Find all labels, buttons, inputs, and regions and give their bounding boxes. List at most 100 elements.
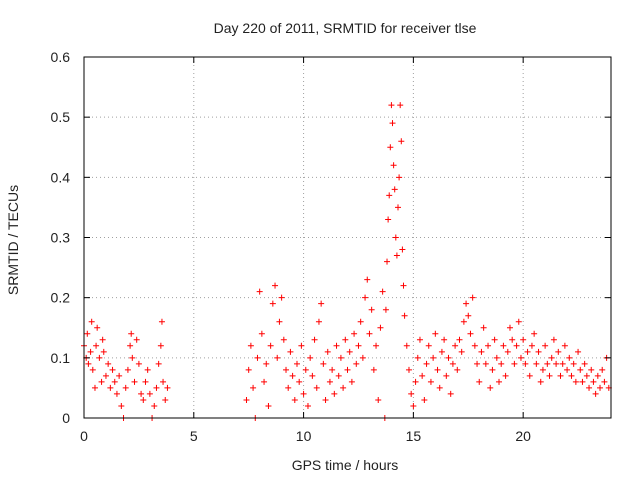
data-point: [416, 336, 423, 343]
data-point: [491, 336, 498, 343]
data-point: [579, 378, 586, 385]
data-point: [476, 378, 483, 385]
data-point: [586, 384, 593, 391]
data-point: [542, 342, 549, 349]
data-point: [539, 366, 546, 373]
y-tick-label: 0.6: [51, 49, 71, 65]
data-point: [335, 372, 342, 379]
data-point: [304, 402, 311, 409]
data-point: [373, 342, 380, 349]
data-point: [467, 330, 474, 337]
data-point: [419, 372, 426, 379]
data-point: [436, 384, 443, 391]
chart-title: Day 220 of 2011, SRMTID for receiver tls…: [214, 20, 477, 36]
data-point: [533, 360, 540, 367]
data-point: [400, 282, 407, 289]
y-tick-label: 0.3: [51, 230, 71, 246]
data-point: [100, 348, 107, 355]
data-point: [597, 384, 604, 391]
data-point: [107, 384, 114, 391]
data-point: [392, 234, 399, 241]
data-point: [162, 396, 169, 403]
data-point: [522, 360, 529, 367]
data-point: [300, 390, 307, 397]
data-point: [553, 360, 560, 367]
data-point: [84, 330, 91, 337]
data-point: [359, 354, 366, 361]
y-tick-label: 0.2: [51, 290, 71, 306]
data-point: [342, 336, 349, 343]
data-point: [283, 366, 290, 373]
data-point: [430, 354, 437, 361]
data-point: [116, 372, 123, 379]
data-point: [535, 348, 542, 355]
data-point: [449, 360, 456, 367]
data-point: [274, 354, 281, 361]
data-point: [329, 366, 336, 373]
data-point: [278, 294, 285, 301]
data-point: [272, 282, 279, 289]
data-point: [144, 366, 151, 373]
y-axis-label: SRMTID / TECUs: [5, 185, 21, 295]
data-point: [398, 138, 405, 145]
data-point: [577, 366, 584, 373]
data-point: [250, 384, 257, 391]
data-point: [346, 348, 353, 355]
data-point: [393, 252, 400, 259]
data-point: [570, 360, 577, 367]
data-point: [337, 354, 344, 361]
data-point: [160, 378, 167, 385]
x-axis-label: GPS time / hours: [292, 457, 399, 473]
data-point: [559, 360, 566, 367]
data-point: [269, 300, 276, 307]
data-point: [561, 342, 568, 349]
data-point: [427, 378, 434, 385]
y-tick-label: 0: [62, 410, 70, 426]
data-point: [289, 372, 296, 379]
data-point: [496, 378, 503, 385]
data-point: [601, 378, 608, 385]
x-tick-label: 15: [406, 428, 422, 444]
data-point: [135, 360, 142, 367]
data-point: [511, 360, 518, 367]
data-point: [592, 390, 599, 397]
data-point: [399, 246, 406, 253]
data-point: [318, 300, 325, 307]
data-point: [390, 162, 397, 169]
data-point: [447, 390, 454, 397]
data-point: [157, 342, 164, 349]
data-point: [254, 354, 261, 361]
data-point: [500, 342, 507, 349]
data-point: [247, 342, 254, 349]
data-point: [408, 390, 415, 397]
data-point: [122, 384, 129, 391]
data-point: [487, 384, 494, 391]
data-point: [410, 402, 417, 409]
data-point: [526, 372, 533, 379]
data-point: [469, 294, 476, 301]
data-point: [474, 360, 481, 367]
data-point: [138, 390, 145, 397]
data-point: [443, 372, 450, 379]
data-point: [458, 348, 465, 355]
data-point: [366, 330, 373, 337]
data-point: [88, 318, 95, 325]
data-point: [111, 378, 118, 385]
x-tick-label: 0: [80, 428, 88, 444]
data-point: [287, 348, 294, 355]
data-point: [307, 354, 314, 361]
data-point: [386, 192, 393, 199]
data-point: [340, 384, 347, 391]
data-point: [158, 318, 165, 325]
data-point: [285, 384, 292, 391]
y-tick-label: 0.5: [51, 109, 71, 125]
data-point: [520, 336, 527, 343]
data-point: [421, 396, 428, 403]
data-point: [256, 288, 263, 295]
data-point: [509, 336, 516, 343]
data-point: [331, 390, 338, 397]
data-point: [309, 372, 316, 379]
data-point: [351, 330, 358, 337]
data-point: [311, 336, 318, 343]
